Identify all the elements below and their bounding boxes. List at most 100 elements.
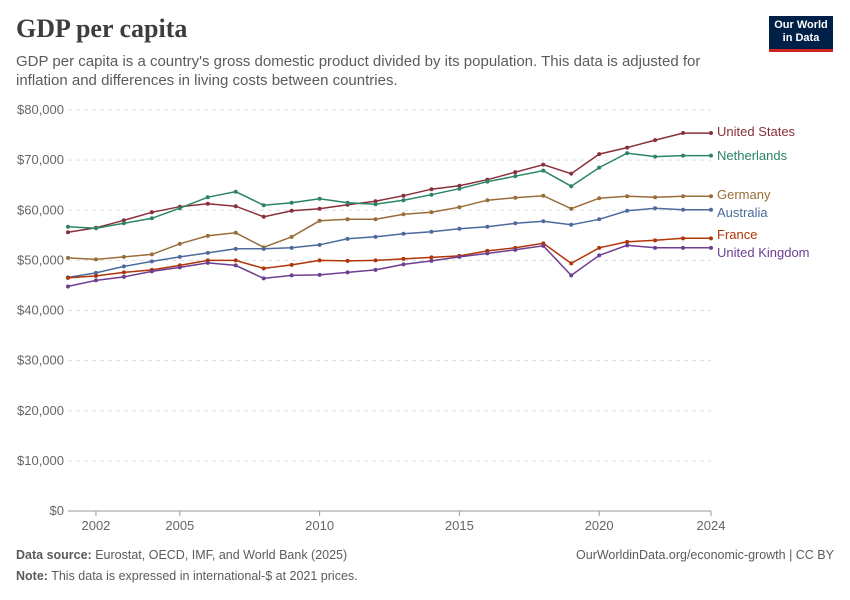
data-source-text[interactable]: Eurostat, OECD, IMF, and World Bank (202… bbox=[95, 548, 348, 562]
data-point bbox=[569, 261, 574, 266]
data-point bbox=[317, 196, 322, 201]
data-point bbox=[569, 184, 574, 189]
data-point bbox=[653, 195, 658, 200]
data-point bbox=[429, 255, 434, 260]
data-point bbox=[485, 198, 490, 203]
data-point bbox=[597, 152, 602, 157]
logo-line-1: Our World bbox=[774, 19, 828, 31]
y-tick-label: $20,000 bbox=[17, 403, 64, 418]
data-point bbox=[261, 266, 266, 271]
line-chart: $0 $10,000 $20,000 $30,000 $40,000 $50,000 $60… bbox=[17, 102, 810, 533]
data-point bbox=[709, 153, 713, 158]
data-point bbox=[429, 192, 434, 197]
data-point bbox=[261, 276, 266, 281]
data-point bbox=[429, 187, 434, 192]
y-tick-label: $80,000 bbox=[17, 102, 64, 117]
x-tick-label: 2005 bbox=[165, 518, 194, 533]
data-point bbox=[597, 196, 602, 201]
series-line-united-states bbox=[67, 132, 711, 234]
data-point bbox=[121, 270, 126, 275]
series-line-australia bbox=[67, 207, 711, 279]
data-point bbox=[205, 201, 210, 206]
owid-logo[interactable]: Our World in Data bbox=[769, 16, 833, 52]
note-text: This data is expressed in international-… bbox=[51, 569, 358, 583]
data-point bbox=[709, 131, 713, 136]
x-tick-label: 2010 bbox=[305, 518, 334, 533]
data-point bbox=[345, 236, 350, 241]
y-tick-label: $0 bbox=[50, 503, 64, 518]
data-point bbox=[401, 231, 406, 236]
data-point bbox=[66, 255, 70, 260]
data-point bbox=[233, 263, 238, 268]
data-point bbox=[66, 275, 70, 280]
data-source-label: Data source: bbox=[16, 548, 92, 562]
data-point bbox=[66, 224, 70, 229]
data-point bbox=[653, 138, 658, 143]
data-point bbox=[541, 168, 546, 173]
data-point bbox=[93, 226, 98, 231]
series-line-netherlands bbox=[67, 152, 711, 230]
data-point bbox=[205, 233, 210, 238]
data-point bbox=[569, 222, 574, 227]
data-point bbox=[149, 269, 154, 274]
series-label-united-kingdom: United Kingdom bbox=[717, 245, 810, 260]
gridlines bbox=[68, 109, 711, 512]
data-point bbox=[177, 206, 182, 211]
data-point bbox=[541, 193, 546, 198]
y-tick-label: $60,000 bbox=[17, 202, 64, 217]
data-point bbox=[373, 217, 378, 222]
data-point bbox=[709, 236, 713, 241]
data-point bbox=[345, 217, 350, 222]
data-point bbox=[233, 189, 238, 194]
data-point bbox=[513, 195, 518, 200]
data-point bbox=[681, 236, 686, 241]
series-label-germany: Germany bbox=[717, 187, 771, 202]
data-point bbox=[513, 221, 518, 226]
data-point bbox=[457, 226, 462, 231]
data-point bbox=[149, 216, 154, 221]
data-point bbox=[205, 250, 210, 255]
data-point bbox=[317, 218, 322, 223]
data-point bbox=[401, 212, 406, 217]
data-point bbox=[233, 204, 238, 209]
data-point bbox=[597, 253, 602, 258]
data-point bbox=[233, 258, 238, 263]
data-point bbox=[513, 174, 518, 179]
series-line-germany bbox=[67, 194, 711, 261]
data-point bbox=[289, 245, 294, 250]
series-line-france bbox=[67, 237, 711, 279]
series-labels: United States Netherlands Germany Australia… bbox=[717, 124, 810, 260]
data-point bbox=[485, 224, 490, 229]
logo-line-2: in Data bbox=[782, 32, 820, 44]
data-point bbox=[373, 234, 378, 239]
data-point bbox=[345, 258, 350, 263]
attribution-link[interactable]: OurWorldinData.org/economic-growth | CC … bbox=[576, 548, 834, 562]
data-point bbox=[401, 193, 406, 198]
data-point bbox=[597, 217, 602, 222]
data-point bbox=[289, 262, 294, 267]
data-point bbox=[66, 230, 70, 235]
data-point bbox=[177, 254, 182, 259]
data-point bbox=[177, 241, 182, 246]
series-line-united-kingdom bbox=[67, 244, 711, 288]
data-point bbox=[597, 245, 602, 250]
data-point bbox=[233, 246, 238, 251]
x-axis: 2002 2005 2010 2015 2020 2024 bbox=[81, 511, 725, 533]
data-point bbox=[681, 245, 686, 250]
data-point bbox=[457, 183, 462, 188]
x-tick-label: 2015 bbox=[445, 518, 474, 533]
y-tick-label: $40,000 bbox=[17, 303, 64, 318]
data-point bbox=[177, 265, 182, 270]
y-tick-label: $50,000 bbox=[17, 252, 64, 267]
data-point bbox=[653, 238, 658, 243]
data-point bbox=[485, 179, 490, 184]
y-axis-tick-labels: $0 $10,000 $20,000 $30,000 $40,000 $50,000 $60… bbox=[17, 102, 64, 518]
data-point bbox=[261, 203, 266, 208]
data-point bbox=[121, 264, 126, 269]
note-label: Note: bbox=[16, 569, 48, 583]
data-point bbox=[597, 165, 602, 170]
data-point bbox=[373, 258, 378, 263]
data-point bbox=[373, 202, 378, 207]
data-point bbox=[653, 154, 658, 159]
data-point bbox=[121, 221, 126, 226]
